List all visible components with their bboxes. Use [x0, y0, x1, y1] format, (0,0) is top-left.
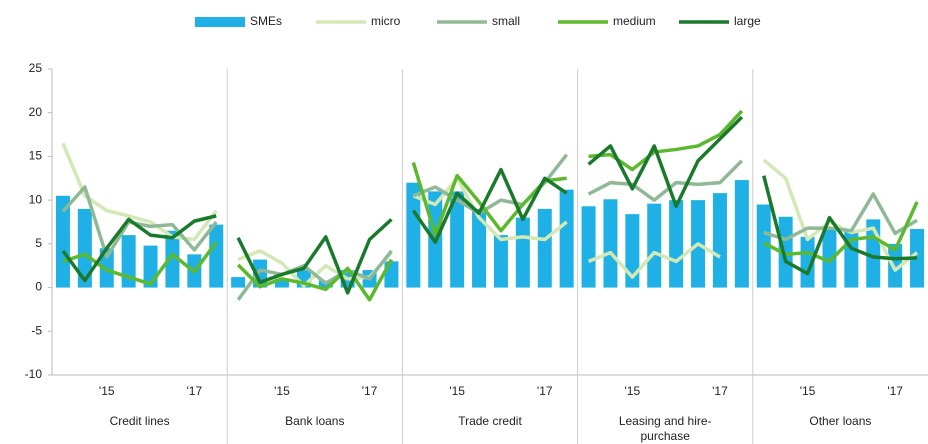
x-tick-label: '15: [800, 384, 816, 398]
y-tick-label: 10: [29, 192, 43, 206]
group-label: Credit lines: [109, 414, 170, 428]
bar: [603, 199, 618, 288]
legend-label: SMEs: [250, 14, 282, 28]
y-tick-label: 25: [29, 61, 43, 75]
line: [412, 176, 568, 242]
group-label: Trade credit: [458, 414, 522, 428]
group-label: Leasing and hire-purchase: [618, 414, 712, 443]
y-tick-label: 20: [29, 105, 43, 119]
line: [762, 175, 918, 276]
bar: [559, 189, 574, 288]
legend-label: large: [734, 14, 761, 28]
bar: [493, 235, 508, 288]
line: [411, 167, 568, 244]
line: [587, 242, 721, 279]
x-tick-label: '15: [99, 384, 115, 398]
line: [236, 218, 393, 295]
line: [763, 192, 918, 242]
x-tick-label: '17: [537, 384, 553, 398]
bar: [734, 180, 749, 288]
bar: [472, 208, 487, 288]
bar: [581, 206, 596, 288]
x-tick-label: '15: [625, 384, 641, 398]
y-tick-label: -10: [25, 367, 43, 381]
bar: [647, 203, 662, 288]
line: [236, 258, 393, 302]
line: [762, 201, 919, 264]
line: [587, 159, 744, 202]
x-tick-label: '15: [274, 384, 290, 398]
bar: [77, 208, 92, 288]
y-tick-label: -5: [31, 323, 42, 337]
x-tick-label: '17: [187, 384, 203, 398]
x-tick-label: '17: [887, 384, 903, 398]
y-tick-label: 0: [35, 280, 42, 294]
bar: [669, 200, 684, 288]
bar: [822, 229, 837, 288]
bar: [209, 224, 224, 288]
bar: [778, 216, 793, 288]
bar: [165, 230, 180, 288]
line: [587, 115, 744, 209]
line: [762, 158, 919, 272]
bar: [800, 236, 815, 288]
line: [62, 241, 218, 286]
x-tick-label: '17: [712, 384, 728, 398]
bar: [406, 182, 421, 288]
legend-label: micro: [371, 14, 401, 28]
bar: [888, 243, 903, 288]
line: [236, 249, 393, 301]
group-label: Bank loans: [285, 414, 345, 428]
bar: [55, 195, 70, 288]
legend-label: medium: [613, 14, 656, 28]
bar: [274, 278, 289, 288]
bar: [537, 208, 552, 288]
legend-label: small: [492, 14, 520, 28]
line: [61, 214, 217, 283]
x-tick-label: '17: [362, 384, 378, 398]
line: [588, 109, 744, 172]
bar: [756, 204, 771, 288]
y-tick-label: 15: [29, 149, 43, 163]
bar: [231, 277, 246, 288]
bar: [450, 191, 465, 288]
y-tick-label: 5: [35, 236, 42, 250]
bar: [625, 214, 640, 288]
x-tick-label: '15: [449, 384, 465, 398]
bar: [99, 248, 114, 288]
bar: [515, 217, 530, 288]
group-label: Other loans: [809, 414, 872, 428]
line: [61, 185, 218, 259]
bar: [712, 193, 727, 288]
legend-swatch: [195, 17, 245, 27]
